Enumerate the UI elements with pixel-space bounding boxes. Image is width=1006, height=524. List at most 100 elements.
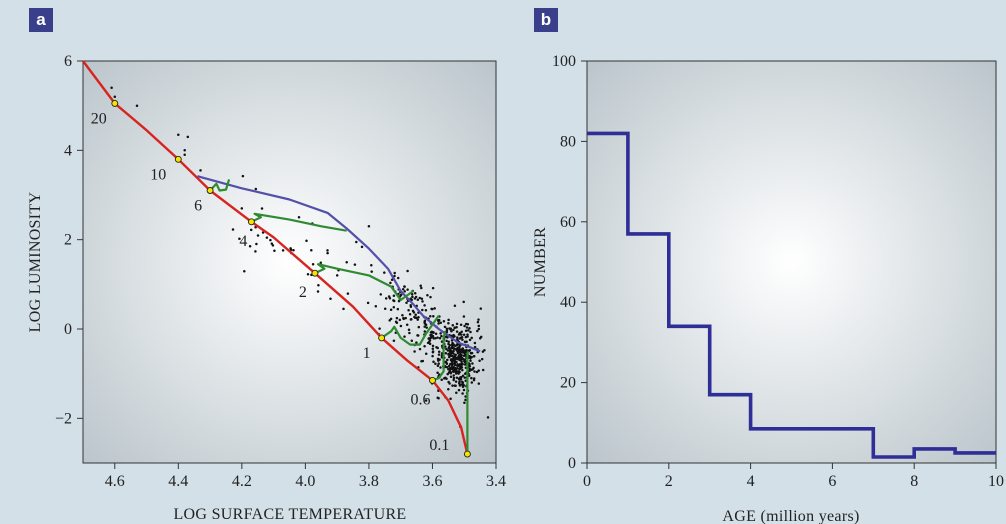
- star-point: [243, 270, 246, 273]
- star-point: [405, 301, 408, 305]
- star-point: [384, 297, 388, 300]
- star-point: [329, 297, 332, 300]
- star-point: [260, 207, 264, 210]
- star-point: [398, 318, 402, 322]
- star-point: [413, 291, 417, 295]
- star-point: [477, 382, 481, 385]
- mass-label: 4: [239, 233, 247, 250]
- star-point: [374, 305, 378, 308]
- star-point: [423, 319, 427, 323]
- star-point: [452, 328, 455, 332]
- star-point: [370, 263, 373, 267]
- x-tick-label-a: 4.0: [295, 473, 315, 490]
- star-point: [389, 281, 392, 285]
- star-point: [450, 330, 453, 333]
- star-point: [423, 304, 426, 307]
- star-point: [455, 344, 458, 347]
- star-point: [463, 372, 467, 376]
- star-point: [470, 381, 474, 384]
- y-tick-label-a: 0: [64, 321, 72, 338]
- star-point: [451, 357, 455, 361]
- star-point: [471, 362, 474, 365]
- y-tick-label-b: 60: [560, 214, 576, 231]
- star-point: [465, 340, 468, 344]
- star-point: [455, 391, 458, 394]
- star-point: [464, 322, 468, 326]
- star-point: [472, 366, 475, 370]
- mass-label: 2: [299, 284, 307, 301]
- star-point: [326, 249, 329, 252]
- star-point: [459, 356, 462, 360]
- star-point: [468, 362, 471, 366]
- star-point: [405, 323, 409, 327]
- star-point: [472, 377, 476, 380]
- y-tick-label-b: 0: [568, 455, 576, 472]
- star-point: [451, 343, 454, 346]
- star-point: [404, 316, 407, 320]
- y-tick-label-a: 4: [64, 142, 72, 159]
- star-point: [479, 307, 483, 310]
- star-point: [231, 228, 235, 231]
- star-point: [460, 360, 463, 363]
- star-point: [424, 352, 428, 355]
- star-point: [413, 350, 416, 353]
- star-point: [473, 341, 477, 345]
- star-point: [394, 320, 398, 323]
- star-point: [265, 236, 269, 239]
- star-point: [455, 376, 459, 379]
- x-tick-label-a: 3.6: [422, 473, 442, 490]
- star-point: [461, 374, 465, 378]
- star-point: [463, 401, 466, 405]
- star-point: [465, 326, 469, 329]
- star-point: [468, 367, 472, 371]
- star-point: [271, 244, 275, 247]
- star-point: [434, 332, 438, 336]
- star-point: [454, 384, 457, 388]
- star-point: [461, 349, 464, 352]
- star-point: [445, 329, 449, 332]
- star-point: [452, 352, 455, 355]
- star-point: [407, 328, 411, 331]
- star-point: [446, 372, 449, 376]
- star-point: [256, 234, 260, 237]
- x-tick-label-b: 4: [747, 473, 755, 490]
- panel-label-a: a: [29, 8, 53, 32]
- star-point: [414, 313, 417, 317]
- star-point: [458, 348, 461, 352]
- star-point: [436, 336, 439, 339]
- mass-marker: [429, 376, 436, 384]
- star-point: [445, 339, 448, 343]
- star-point: [420, 359, 423, 363]
- star-point: [455, 322, 459, 326]
- star-point: [456, 348, 459, 352]
- star-point: [449, 397, 452, 401]
- star-point: [254, 187, 258, 191]
- star-point: [389, 317, 393, 321]
- y-tick-label-b: 20: [560, 375, 576, 392]
- star-point: [413, 316, 417, 319]
- star-point: [438, 337, 442, 340]
- x-tick-label-a: 3.8: [359, 473, 379, 490]
- star-point: [454, 372, 458, 375]
- star-point: [457, 388, 461, 392]
- star-point: [326, 251, 329, 255]
- star-point: [476, 320, 480, 324]
- star-point: [454, 367, 458, 371]
- star-point: [436, 364, 440, 368]
- star-point: [458, 358, 462, 362]
- star-point: [186, 135, 190, 139]
- star-point: [445, 377, 448, 380]
- star-point: [448, 344, 452, 347]
- star-point: [342, 307, 345, 311]
- star-point: [418, 296, 422, 300]
- star-point: [319, 261, 323, 265]
- star-point: [406, 269, 409, 273]
- star-point: [408, 331, 411, 335]
- star-point: [370, 270, 373, 273]
- star-point: [486, 416, 490, 419]
- star-point: [436, 396, 439, 399]
- star-point: [113, 95, 117, 98]
- star-point: [446, 358, 449, 362]
- star-point: [450, 354, 454, 358]
